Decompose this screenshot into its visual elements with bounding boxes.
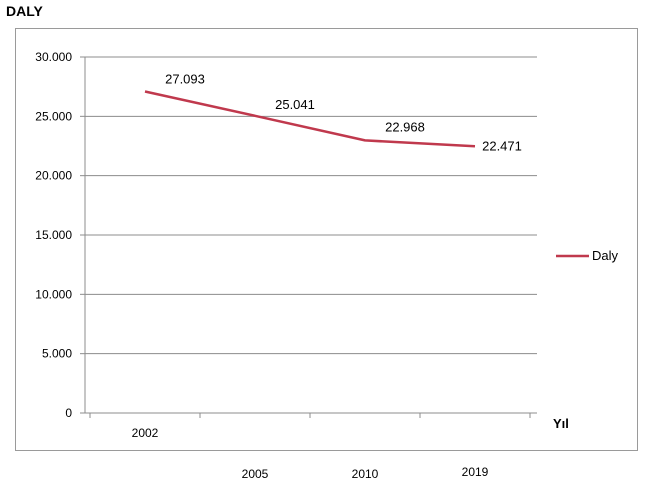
gridlines: [85, 56, 537, 355]
y-tick-label: 25.000: [35, 109, 72, 123]
y-tick-label: 20.000: [35, 169, 72, 183]
y-tick-label: 30.000: [35, 50, 72, 64]
x-tick-label: 2002: [132, 426, 159, 440]
data-label: 27.093: [165, 71, 205, 86]
y-tick-label: 5.000: [42, 347, 72, 361]
y-axis-title: DALY: [6, 3, 43, 19]
y-tick-label: 10.000: [35, 287, 72, 301]
data-label: 25.041: [275, 97, 315, 112]
chart-frame: [15, 28, 638, 451]
series-lines: [144, 90, 476, 148]
legend-label-daly: Daly: [592, 248, 619, 263]
x-axis-title: Yıl: [553, 416, 569, 431]
x-tick-label: 2010: [352, 467, 379, 481]
y-tick-label: 0: [65, 406, 72, 420]
data-label: 22.471: [482, 138, 522, 153]
x-tick-label: 2019: [462, 465, 489, 479]
axes: [80, 56, 537, 418]
data-labels: 27.093 25.041 22.968 22.471: [165, 71, 522, 153]
legend: Daly: [556, 248, 619, 263]
y-tick-labels: 0 5.000 10.000 15.000 20.000 25.000 30.000: [35, 50, 72, 420]
x-tick-label: 2005: [242, 467, 269, 481]
data-label: 22.968: [385, 119, 425, 134]
y-tick-label: 15.000: [35, 228, 72, 242]
series-line-daly: [144, 90, 476, 148]
x-tick-labels: 2002 2005 2010 2019: [132, 426, 489, 481]
